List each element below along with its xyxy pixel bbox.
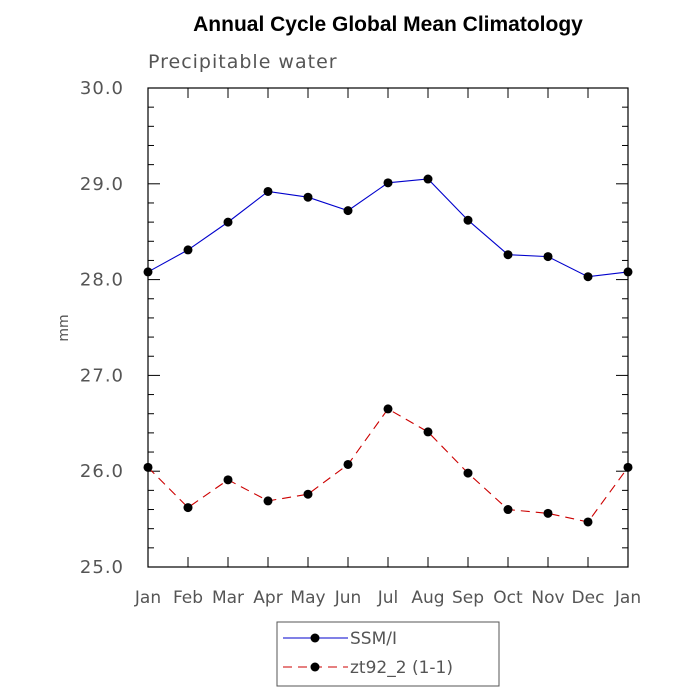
data-point-zt92-2-1-1 bbox=[143, 462, 153, 472]
x-tick-label: Feb bbox=[173, 588, 203, 608]
data-point-ssm-i bbox=[263, 186, 273, 196]
data-point-zt92-2-1-1 bbox=[463, 468, 473, 478]
y-tick-label: 27.0 bbox=[80, 365, 124, 386]
data-point-ssm-i bbox=[143, 267, 153, 277]
series-line-ssm-i bbox=[147, 178, 629, 278]
data-point-zt92-2-1-1 bbox=[423, 427, 433, 437]
data-point-zt92-2-1-1 bbox=[183, 503, 193, 513]
data-point-zt92-2-1-1 bbox=[343, 459, 353, 469]
x-tick-labels: Jan Feb Mar Apr May Jun Jul Aug Sep Oct Nov Dec Jan bbox=[134, 588, 641, 608]
data-point-zt92-2-1-1 bbox=[263, 496, 273, 506]
series-line-zt92-2-1-1 bbox=[147, 408, 629, 523]
legend: SSM/I zt92_2 (1-1) bbox=[276, 621, 500, 687]
x-tick-label: Mar bbox=[212, 588, 244, 608]
data-point-ssm-i bbox=[183, 245, 193, 255]
data-point-zt92-2-1-1 bbox=[303, 489, 313, 499]
chart-title: Annual Cycle Global Mean Climatology bbox=[193, 13, 583, 36]
data-point-zt92-2-1-1 bbox=[583, 517, 593, 527]
x-tick-label: Jul bbox=[377, 588, 399, 608]
y-axis-label: mm bbox=[56, 314, 72, 341]
data-point-zt92-2-1-1 bbox=[223, 475, 233, 485]
axis-ticks bbox=[147, 87, 629, 568]
chart-subtitle: Precipitable water bbox=[148, 51, 338, 73]
x-tick-label: May bbox=[290, 588, 325, 608]
series-layer bbox=[143, 174, 633, 527]
legend-label-ssmi: SSM/I bbox=[350, 629, 397, 649]
data-point-ssm-i bbox=[223, 217, 233, 227]
legend-marker-ssmi bbox=[310, 633, 320, 643]
data-point-zt92-2-1-1 bbox=[383, 404, 393, 414]
legend-box bbox=[276, 621, 500, 687]
y-tick-label: 29.0 bbox=[80, 174, 124, 195]
data-point-ssm-i bbox=[583, 272, 593, 282]
data-point-ssm-i bbox=[423, 174, 433, 184]
legend-marker-zt92 bbox=[310, 662, 320, 672]
data-point-zt92-2-1-1 bbox=[543, 508, 553, 518]
legend-label-zt92: zt92_2 (1-1) bbox=[350, 658, 453, 678]
data-point-zt92-2-1-1 bbox=[503, 505, 513, 515]
data-point-ssm-i bbox=[623, 267, 633, 277]
y-tick-label: 26.0 bbox=[80, 461, 124, 482]
data-point-ssm-i bbox=[343, 206, 353, 216]
y-tick-label: 30.0 bbox=[80, 78, 124, 99]
y-tick-labels: 25.0 26.0 27.0 28.0 29.0 30.0 bbox=[80, 78, 124, 578]
x-tick-label: Apr bbox=[253, 588, 282, 608]
x-tick-label: Oct bbox=[493, 588, 523, 608]
x-tick-label: Jun bbox=[334, 588, 362, 608]
x-tick-label: Dec bbox=[572, 588, 605, 608]
data-point-ssm-i bbox=[383, 178, 393, 188]
data-point-ssm-i bbox=[503, 250, 513, 260]
y-tick-label: 25.0 bbox=[80, 557, 124, 578]
x-tick-label: Sep bbox=[452, 588, 484, 608]
data-point-ssm-i bbox=[303, 192, 313, 202]
data-point-zt92-2-1-1 bbox=[623, 462, 633, 472]
y-tick-label: 28.0 bbox=[80, 270, 124, 291]
data-point-ssm-i bbox=[543, 252, 553, 262]
x-tick-label: Aug bbox=[411, 588, 444, 608]
plot-frame bbox=[147, 87, 629, 568]
x-tick-label: Nov bbox=[531, 588, 564, 608]
x-tick-label: Jan bbox=[614, 588, 641, 608]
x-tick-label: Jan bbox=[134, 588, 161, 608]
data-point-ssm-i bbox=[463, 215, 473, 225]
